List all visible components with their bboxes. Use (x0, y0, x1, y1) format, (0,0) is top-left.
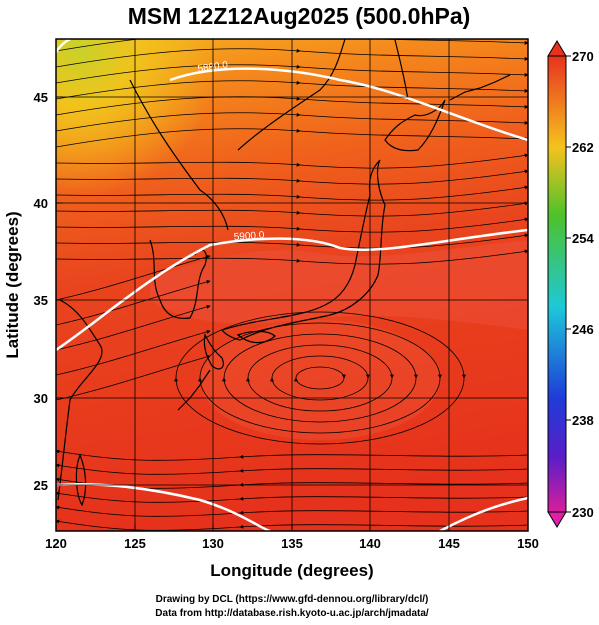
colorbar-tick-label: 230 (572, 505, 594, 520)
chart-title: MSM 12Z12Aug2025 (500.0hPa) (128, 3, 471, 29)
kuril-islands (449, 74, 511, 101)
streamline (56, 112, 528, 132)
streamline (56, 185, 528, 201)
colorbar-tick-label: 238 (572, 413, 594, 428)
streamline (56, 254, 211, 301)
colorbar-tick-label: 262 (572, 140, 594, 155)
streamline (56, 201, 528, 217)
streamline (56, 505, 528, 517)
colorbar: 270 262 254 246 238 230 (547, 40, 594, 528)
streamline (56, 217, 528, 233)
credit-drawing: Drawing by DCL (https://www.gfd-dennou.o… (156, 594, 429, 605)
contour-5880-south (56, 482, 271, 531)
streamline (56, 329, 211, 376)
x-axis-label: Longitude (degrees) (210, 561, 373, 580)
streamline (56, 48, 528, 68)
contour-5880-northwest (56, 39, 71, 53)
honshu-coastline (220, 159, 386, 341)
grid-lines (56, 39, 528, 531)
y-tick-label: 25 (34, 478, 48, 493)
x-tick-label: 140 (359, 536, 381, 551)
contour-5880-north (169, 67, 528, 142)
plot-area: 5880.0 5900.0 (56, 39, 528, 531)
streamline (56, 80, 528, 100)
shikoku-coastline (236, 330, 276, 344)
streamline (56, 491, 528, 503)
x-tick-labels: 120 125 130 135 140 145 150 (45, 536, 539, 551)
streamline (56, 279, 211, 326)
y-tick-label: 45 (34, 90, 48, 105)
x-tick-label: 145 (438, 536, 460, 551)
x-tick-label: 150 (517, 536, 539, 551)
colorbar-bottom-arrow (547, 511, 567, 528)
ryukyu-islands (177, 369, 211, 411)
colorbar-tick-label: 270 (572, 49, 594, 64)
contour-5880-southeast (439, 496, 528, 531)
colorbar-top-arrow (547, 40, 567, 57)
y-tick-label: 30 (34, 391, 48, 406)
streamlines (56, 39, 528, 531)
credit-data-source: Data from http://database.rish.kyoto-u.a… (155, 608, 429, 619)
streamline (56, 463, 528, 475)
y-tick-labels: 25 30 35 40 45 (34, 90, 48, 493)
x-tick-label: 125 (124, 536, 146, 551)
streamline (56, 153, 528, 169)
taiwan-coastline (75, 453, 87, 507)
x-tick-label: 120 (45, 536, 67, 551)
streamline (56, 64, 528, 84)
colorbar-scale (547, 55, 567, 513)
streamline (56, 169, 528, 185)
y-tick-label: 35 (34, 293, 48, 308)
streamline (56, 249, 528, 265)
streamline (56, 519, 528, 531)
streamline (56, 354, 211, 401)
streamline (56, 449, 528, 461)
land-border (129, 79, 229, 231)
streamline (56, 233, 528, 249)
contour-label-5900: 5900.0 (233, 230, 265, 243)
y-tick-label: 40 (34, 196, 48, 211)
streamline (56, 96, 528, 116)
x-tick-label: 130 (202, 536, 224, 551)
sakhalin-coastline (394, 39, 409, 101)
colorbar-tick-label: 254 (572, 231, 594, 246)
x-tick-label: 135 (281, 536, 303, 551)
hokkaido-coastline (384, 99, 446, 152)
streamline (56, 39, 528, 52)
china-coastline (57, 299, 103, 501)
coastlines (57, 39, 511, 507)
axis-ticks (55, 96, 529, 531)
streamline (174, 311, 466, 445)
russia-coastline (237, 39, 346, 151)
y-axis-label: Latitude (degrees) (3, 211, 22, 358)
streamline (56, 128, 528, 148)
colorbar-tick-label: 246 (572, 322, 594, 337)
